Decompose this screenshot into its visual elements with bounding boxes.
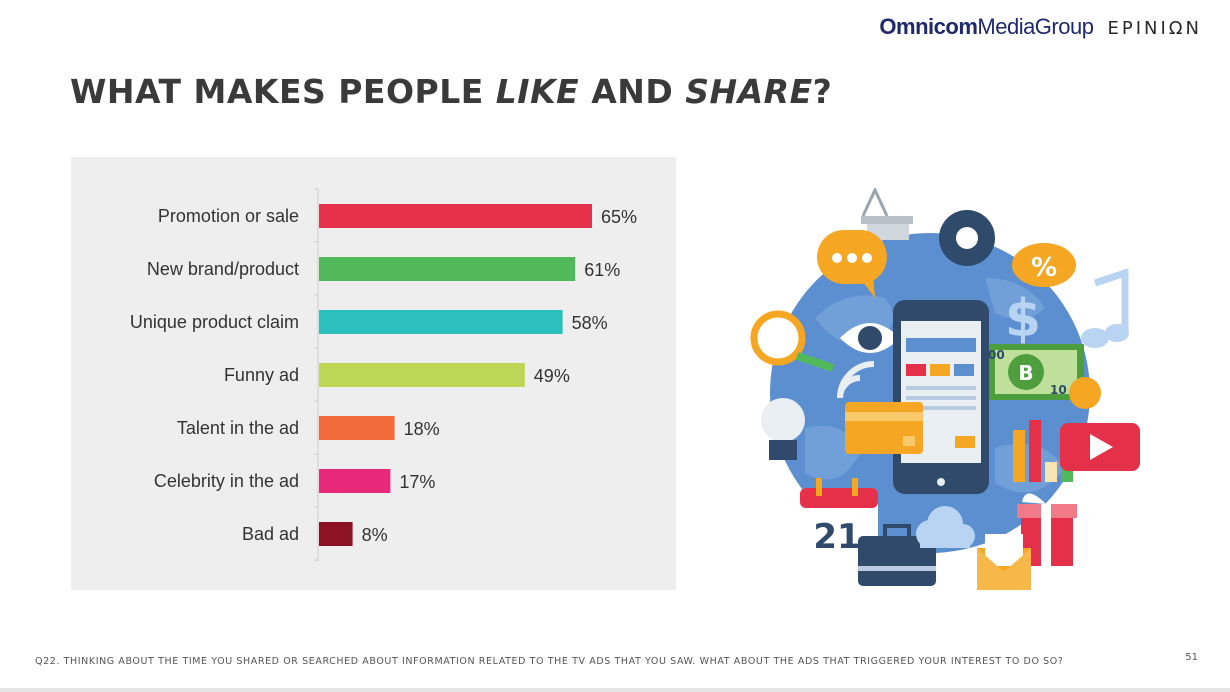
signal-icon [837, 361, 875, 399]
value-label: 61% [584, 260, 620, 280]
omnicom-logo-regular: MediaGroup [977, 14, 1094, 39]
title-part1: WHAT MAKES PEOPLE [70, 72, 496, 111]
bill-value-right: 10 [1050, 383, 1067, 397]
category-label: Bad ad [242, 524, 299, 544]
bottom-divider [0, 688, 1230, 692]
marketing-illustration: % $ B 00 10 [750, 188, 1140, 590]
title-qmark: ? [812, 72, 833, 111]
envelope-icon [977, 534, 1031, 590]
category-label: New brand/product [147, 259, 299, 279]
bar [319, 310, 563, 334]
category-label: Unique product claim [130, 312, 299, 332]
gear-icon [939, 210, 995, 266]
category-label: Promotion or sale [158, 206, 299, 226]
category-label: Talent in the ad [177, 418, 299, 438]
value-label: 8% [362, 525, 388, 545]
dollar-sign-icon: $ [1005, 289, 1041, 349]
omnicom-logo: OmnicomMediaGroup [879, 14, 1094, 40]
brand-logos: OmnicomMediaGroup EPINIΩN [879, 14, 1202, 40]
question-footnote: Q22. THINKING ABOUT THE TIME YOU SHARED … [35, 656, 1064, 667]
chat-bubble-icon [817, 230, 887, 298]
shopping-basket-icon [861, 188, 913, 240]
smartphone-icon [893, 300, 989, 494]
credit-card-icon [845, 402, 923, 454]
category-label: Funny ad [224, 365, 299, 385]
bar [319, 522, 353, 546]
banknote-icon: B 00 10 [988, 344, 1084, 400]
bar [319, 204, 592, 228]
bill-value-left: 00 [988, 348, 1005, 362]
epinion-logo: EPINIΩN [1107, 18, 1202, 39]
cloud-icon [916, 506, 975, 548]
coin-icon [1069, 377, 1101, 409]
video-play-icon [1060, 423, 1140, 471]
percent-sign: % [1031, 253, 1057, 283]
bitcoin-sign: B [1018, 361, 1033, 385]
bar [319, 257, 576, 281]
bar [319, 363, 525, 387]
magnifier-icon [750, 310, 835, 372]
title-part3: AND [579, 72, 686, 111]
music-note-icon [1081, 268, 1129, 348]
lightbulb-icon [761, 398, 805, 460]
category-label: Celebrity in the ad [154, 471, 299, 491]
briefcase-icon [858, 524, 936, 586]
bar [319, 416, 395, 440]
calendar-day: 21 [813, 517, 860, 557]
page-number: 51 [1185, 652, 1198, 663]
bar [319, 469, 391, 493]
eye-icon [840, 323, 900, 353]
value-label: 58% [572, 313, 608, 333]
value-label: 18% [404, 419, 440, 439]
omnicom-logo-bold: Omnicom [879, 14, 978, 39]
value-label: 17% [399, 472, 435, 492]
bar-chart: Promotion or sale 65% New brand/product 61%… [130, 188, 637, 561]
title-share: SHARE [685, 72, 813, 111]
page-title: WHAT MAKES PEOPLE LIKE AND SHARE? [70, 72, 832, 111]
percent-badge-icon: % [1012, 243, 1076, 287]
value-label: 49% [534, 366, 570, 386]
title-like: LIKE [495, 72, 580, 111]
chart-panel: Promotion or sale 65% New brand/product 61%… [71, 157, 676, 590]
value-label: 65% [601, 207, 637, 227]
